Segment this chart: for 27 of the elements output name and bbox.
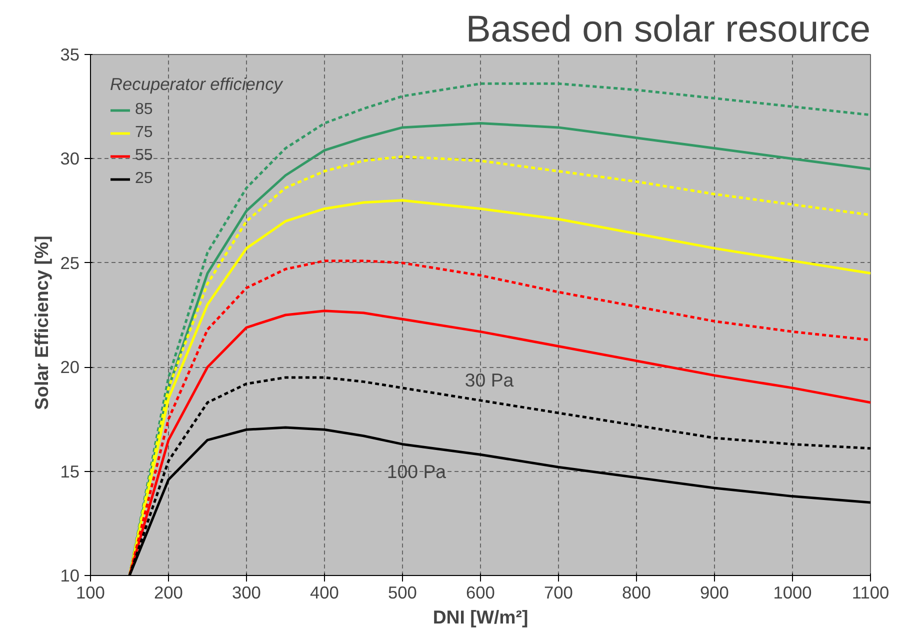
x-tick-label: 600: [466, 582, 495, 602]
annotation: 30 Pa: [464, 369, 514, 390]
legend-label: 75: [135, 124, 154, 142]
legend-title: Recuperator efficiency: [110, 74, 282, 95]
x-tick-label: 1100: [852, 582, 890, 602]
legend-label: 25: [135, 170, 154, 188]
x-tick-label: 1000: [773, 582, 812, 602]
legend-label: 55: [135, 147, 154, 165]
x-tick-label: 700: [544, 582, 573, 602]
y-axis-title: Solar Efficiency [%]: [31, 236, 52, 410]
y-tick-label: 15: [60, 461, 80, 482]
x-tick-label: 800: [622, 582, 651, 602]
y-tick-label: 35: [60, 44, 80, 64]
x-axis-title: DNI [W/m²]: [432, 606, 528, 628]
x-tick-label: 500: [388, 582, 417, 602]
y-tick-label: 30: [60, 148, 80, 169]
x-tick-label: 900: [700, 582, 729, 602]
x-tick-label: 400: [310, 582, 339, 602]
x-tick-label: 300: [232, 582, 261, 602]
annotation: 100 Pa: [386, 461, 447, 482]
legend-label: 85: [135, 101, 154, 119]
y-tick-label: 10: [60, 566, 80, 586]
x-tick-label: 100: [76, 582, 105, 602]
y-tick-label: 20: [60, 357, 80, 378]
x-tick-label: 200: [154, 582, 183, 602]
chart-title: Based on solar resource: [466, 8, 871, 50]
y-tick-label: 25: [60, 252, 80, 273]
